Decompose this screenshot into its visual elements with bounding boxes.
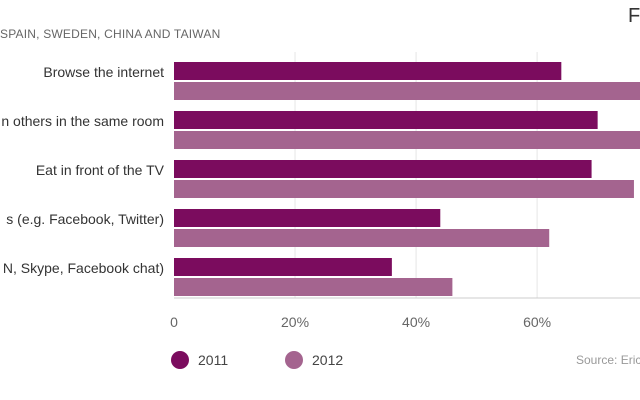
x-tick-label: 40% xyxy=(402,314,430,330)
bar-2012-2 xyxy=(174,180,634,198)
category-label: N, Skype, Facebook chat) xyxy=(3,260,164,276)
legend-swatch-2011 xyxy=(171,351,189,369)
category-label: s (e.g. Facebook, Twitter) xyxy=(6,211,164,227)
category-label: Browse the internet xyxy=(43,64,164,80)
bar-2012-4 xyxy=(174,278,453,296)
legend-label-2011: 2011 xyxy=(198,352,228,368)
legend: 2011 2012 xyxy=(171,351,343,369)
bar-2011-3 xyxy=(174,209,441,227)
category-labels: Browse the internet n others in the same … xyxy=(1,64,164,276)
bar-2011-1 xyxy=(174,111,598,129)
chart-subtitle: SPAIN, SWEDEN, CHINA AND TAIWAN xyxy=(0,27,220,41)
legend-swatch-2012 xyxy=(285,351,303,369)
logo-fragment: F xyxy=(628,5,640,27)
x-axis-ticks: 0 20% 40% 60% xyxy=(170,314,551,330)
category-label: n others in the same room xyxy=(1,113,164,129)
bar-2012-3 xyxy=(174,229,550,247)
legend-label-2012: 2012 xyxy=(312,352,343,368)
bar-2012-0 xyxy=(174,82,640,100)
category-label: Eat in front of the TV xyxy=(36,162,165,178)
bar-2011-4 xyxy=(174,258,392,276)
source-note: Source: Eric xyxy=(576,353,640,367)
bar-2012-1 xyxy=(174,131,640,149)
x-tick-label: 20% xyxy=(281,314,309,330)
bars xyxy=(174,62,640,296)
bar-2011-2 xyxy=(174,160,592,178)
x-tick-label: 60% xyxy=(523,314,551,330)
x-tick-label: 0 xyxy=(170,314,178,330)
bar-2011-0 xyxy=(174,62,562,80)
